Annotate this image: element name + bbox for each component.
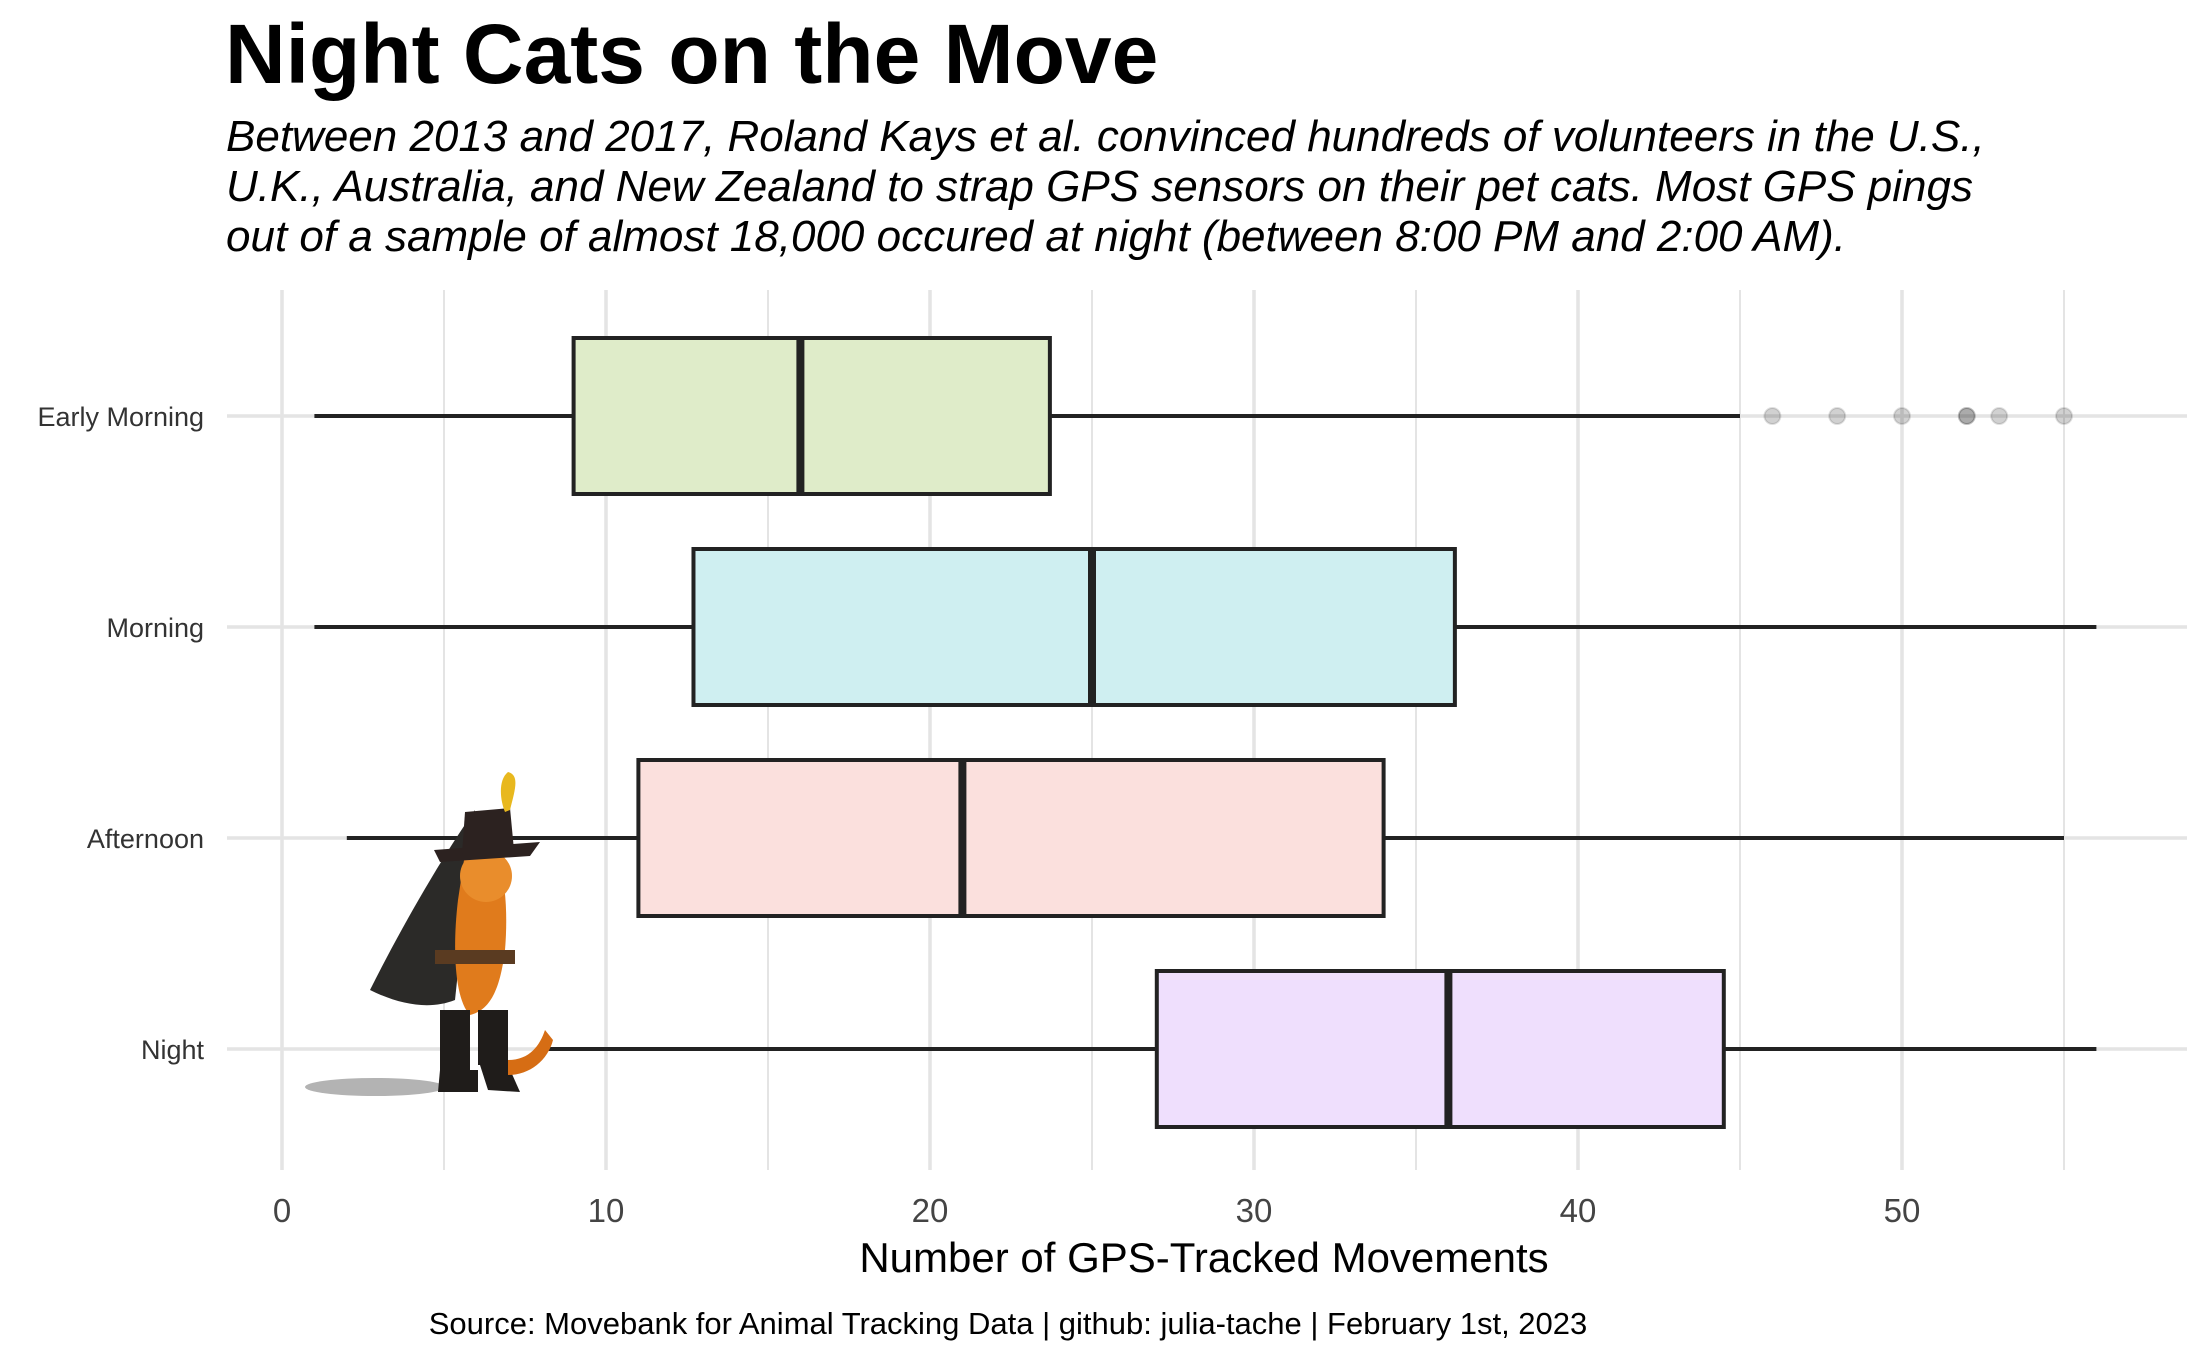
y-tick-labels: Early Morning Morning Afternoon Night xyxy=(37,402,204,1065)
outlier-point-early-morning-6 xyxy=(2055,407,2073,425)
x-tick-label-0: 0 xyxy=(273,1192,291,1229)
x-tick-label-10: 10 xyxy=(588,1192,625,1229)
chart-caption: Source: Movebank for Animal Tracking Dat… xyxy=(428,1306,1588,1341)
outlier-point-early-morning-4 xyxy=(1957,407,1976,425)
outliers xyxy=(1763,407,2073,425)
whiskers xyxy=(314,414,2097,1051)
y-tick-label-morning: Morning xyxy=(106,613,204,643)
subtitle-line-2: U.K., Australia, and New Zealand to stra… xyxy=(226,162,1973,211)
chart-title: Night Cats on the Move xyxy=(225,7,1159,101)
outlier-point-early-morning-0 xyxy=(1763,407,1782,425)
outlier-point-early-morning-1 xyxy=(1828,407,1847,425)
outlier-point-early-morning-3 xyxy=(1957,407,1976,425)
x-tick-label-30: 30 xyxy=(1236,1192,1273,1229)
y-tick-label-night: Night xyxy=(141,1035,205,1065)
x-tick-label-40: 40 xyxy=(1560,1192,1597,1229)
subtitle-line-3: out of a sample of almost 18,000 occured… xyxy=(226,212,1846,261)
box-afternoon xyxy=(636,758,1386,918)
x-tick-label-50: 50 xyxy=(1884,1192,1921,1229)
y-tick-label-afternoon: Afternoon xyxy=(87,824,204,854)
chart-subtitle: Between 2013 and 2017, Roland Kays et al… xyxy=(226,112,2146,262)
cat-in-boots-illustration xyxy=(305,772,553,1096)
box-early-morning xyxy=(571,336,1052,496)
outlier-point-early-morning-2 xyxy=(1893,407,1911,425)
y-tick-label-early-morning: Early Morning xyxy=(37,402,204,432)
outlier-point-early-morning-5 xyxy=(1990,407,2009,425)
x-tick-labels: 0 10 20 30 40 50 xyxy=(273,1192,1921,1229)
x-axis-title: Number of GPS-Tracked Movements xyxy=(859,1234,1548,1281)
boxes xyxy=(571,336,1726,1129)
box-night xyxy=(1154,969,1726,1129)
x-tick-label-20: 20 xyxy=(912,1192,949,1229)
subtitle-line-1: Between 2013 and 2017, Roland Kays et al… xyxy=(226,112,1985,161)
box-morning xyxy=(691,547,1457,707)
